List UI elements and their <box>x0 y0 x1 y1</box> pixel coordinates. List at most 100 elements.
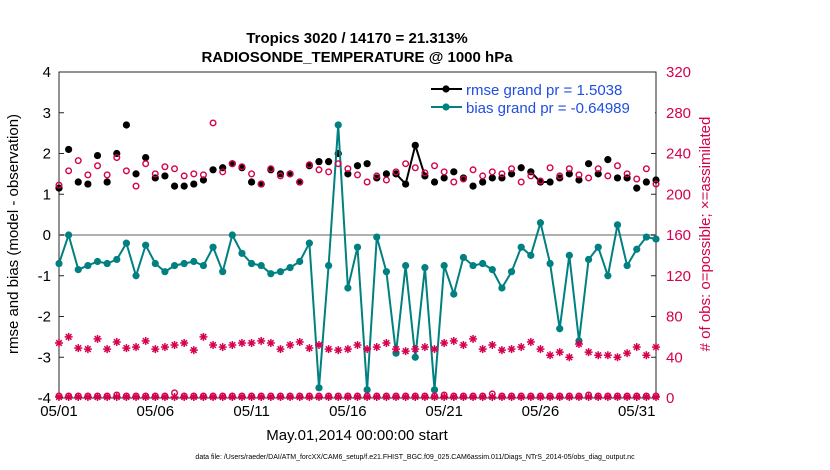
obs-possible-point <box>575 171 583 179</box>
obs-assimilated-point <box>497 392 506 401</box>
rmse-point <box>556 174 564 182</box>
obs-assimilated-point <box>324 345 333 354</box>
obs-possible-point <box>623 170 631 178</box>
obs-assimilated-point <box>517 343 526 352</box>
obs-assimilated-point <box>237 338 246 347</box>
obs-assimilated-point <box>112 392 121 401</box>
rmse-point <box>180 182 188 190</box>
x-tick-label: 05/26 <box>522 403 560 420</box>
obs-assimilated-point <box>382 338 391 347</box>
bias-point <box>584 255 593 264</box>
obs-assimilated-point <box>642 392 651 401</box>
bias-point <box>325 261 333 270</box>
obs-assimilated-point <box>334 346 343 355</box>
obs-assimilated-point <box>132 343 141 352</box>
bias-point <box>142 241 150 249</box>
bias-point <box>421 264 429 272</box>
bias-point <box>334 121 342 129</box>
bias-point <box>517 243 525 251</box>
obs-assimilated-point <box>353 392 362 401</box>
obs-assimilated-point <box>122 344 131 353</box>
obs-assimilated-point <box>64 392 73 401</box>
obs-assimilated-point <box>392 392 401 401</box>
obs-assimilated-point <box>228 392 237 401</box>
obs-assimilated-point <box>536 345 545 354</box>
obs-assimilated-point <box>488 392 497 401</box>
rmse-point <box>594 170 602 178</box>
obs-assimilated-point <box>257 336 266 345</box>
obs-possible-point <box>354 171 362 179</box>
rmse-point <box>633 184 641 192</box>
rmse-point <box>479 178 487 186</box>
y-right-tick-label: 160 <box>666 227 691 244</box>
bias-point <box>305 239 313 247</box>
obs-possible-point <box>498 170 506 178</box>
obs-possible-point <box>459 175 467 183</box>
obs-assimilated-point <box>295 337 304 346</box>
obs-possible-point <box>488 168 496 176</box>
rmse-point <box>565 170 573 178</box>
bias-point <box>344 284 352 292</box>
obs-assimilated-point <box>449 392 458 401</box>
obs-assimilated-point <box>180 392 189 401</box>
obs-assimilated-point <box>218 392 227 401</box>
legend-bias-label: bias grand pr = -0.64989 <box>466 100 630 117</box>
obs-possible-point <box>199 171 207 179</box>
obs-assimilated-point <box>603 392 612 401</box>
obs-assimilated-point <box>594 351 603 360</box>
obs-possible-point <box>440 168 448 176</box>
bias-point <box>536 219 545 227</box>
obs-possible-point <box>65 167 73 175</box>
obs-assimilated-point <box>199 392 208 401</box>
rmse-point <box>190 180 198 188</box>
obs-assimilated-point <box>517 392 526 401</box>
obs-possible-point <box>315 166 323 174</box>
rmse-point <box>507 170 516 178</box>
obs-assimilated-point <box>132 392 141 401</box>
obs-assimilated-point <box>526 392 535 401</box>
obs-assimilated-point <box>623 392 632 401</box>
y-right-tick-label: 280 <box>666 105 691 122</box>
obs-assimilated-point <box>603 351 612 360</box>
bias-point <box>161 268 169 276</box>
obs-assimilated-point <box>199 332 208 341</box>
rmse-point <box>74 178 82 186</box>
obs-assimilated-point <box>594 392 603 401</box>
x-tick-label: 05/21 <box>425 403 463 420</box>
obs-assimilated-point <box>353 341 362 350</box>
rmse-point <box>142 153 150 162</box>
obs-assimilated-point <box>151 392 160 401</box>
bias-point <box>276 268 285 276</box>
obs-assimilated-point <box>555 392 564 401</box>
bias-point <box>556 325 564 333</box>
x-tick-label: 05/16 <box>329 403 367 420</box>
obs-possible-point <box>209 119 217 127</box>
y-right-tick-label: 80 <box>666 309 683 326</box>
y-tick-label: 2 <box>43 146 51 163</box>
obs-possible-point <box>633 175 641 183</box>
bias-point <box>450 290 458 298</box>
bias-point <box>440 261 448 270</box>
bias-point <box>199 261 208 270</box>
rmse-point <box>170 182 179 190</box>
obs-assimilated-point <box>565 392 574 401</box>
obs-assimilated-point <box>632 392 641 401</box>
x-axis-label: May.01,2014 00:00:00 start <box>266 427 448 444</box>
bias-point <box>479 259 487 268</box>
obs-assimilated-point <box>247 392 256 401</box>
obs-assimilated-point <box>574 340 583 349</box>
bias-point <box>488 266 496 274</box>
rmse-point <box>440 174 448 182</box>
obs-assimilated-point <box>209 392 218 401</box>
bias-point <box>642 233 650 241</box>
y-right-tick-label: 320 <box>666 64 691 81</box>
obs-assimilated-point <box>478 392 487 401</box>
obs-assimilated-point <box>286 392 295 401</box>
y-right-tick-label: 200 <box>666 186 691 203</box>
obs-possible-point <box>421 169 429 177</box>
obs-possible-point <box>527 172 535 180</box>
obs-possible-point <box>276 172 284 180</box>
bias-point <box>430 386 439 394</box>
bias-point <box>315 384 323 392</box>
obs-assimilated-point <box>141 336 150 345</box>
